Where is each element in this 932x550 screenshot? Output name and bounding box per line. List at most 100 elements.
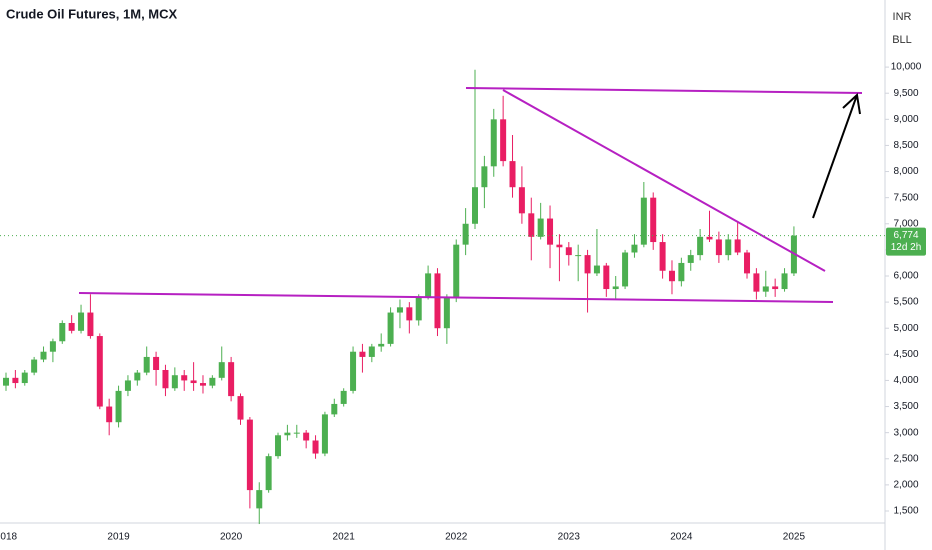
candle-body [396,307,403,313]
candle-body [96,336,103,407]
candle-body [293,432,300,434]
candle-body [772,286,779,290]
candle-body [387,312,394,344]
candle-body [650,197,657,243]
candle-body [509,161,516,188]
candle-body [631,244,638,253]
candle-body [603,265,610,290]
candle-body [443,296,450,329]
candle-body [556,244,563,248]
candle-body [59,322,66,342]
candle-body [350,351,357,391]
candle-body [265,456,272,491]
candle-body [537,218,544,237]
y-tick-label: 6,000 [893,271,918,282]
candle-body [481,166,488,188]
candle-body [359,351,366,357]
y-tick-label: 7,000 [893,218,918,229]
candle-body [190,380,197,384]
candle-body [218,362,225,378]
candle-body [87,312,94,337]
candle-body [31,359,38,373]
candle-body [237,396,244,420]
candle-body [406,307,413,321]
candle-body [425,273,432,297]
candle-body [49,341,56,352]
candle-body [593,265,600,274]
candle-body [612,286,619,290]
candle-body [584,255,591,274]
y-tick-label: 8,000 [893,166,918,177]
candle-body [331,403,338,415]
candle-body [715,239,722,256]
candle-body [68,322,75,331]
candle-body [453,244,460,297]
candle-body [275,435,282,457]
candle-body [462,223,469,245]
y-tick-label: 3,000 [893,427,918,438]
resistance-line [465,87,863,94]
currency-button[interactable]: INR [893,11,912,23]
candle-body [321,414,328,454]
candle-body [115,390,122,423]
candle-body [256,490,263,509]
candle-body [744,252,751,274]
candle-body [725,239,732,256]
arrow-shaft [812,94,858,219]
y-tick-label: 4,500 [893,349,918,360]
last-price-label: 6,774 [893,230,918,241]
trend-drawings [78,87,863,303]
candle-body [415,296,422,321]
candle-body [490,119,497,167]
candle-body [21,372,28,384]
candle-body [678,262,685,282]
candle-body [368,346,375,357]
y-tick-label: 2,500 [893,453,918,464]
target-arrow [812,92,861,219]
x-tick-label: 2018 [0,532,18,543]
candle-body [659,242,666,271]
candle-body [378,343,385,347]
candle-body [697,236,704,256]
candle-body [734,239,741,253]
x-tick-label: 2021 [333,532,356,543]
x-tick-label: 2020 [220,532,243,543]
y-tick-label: 9,500 [893,88,918,99]
candle-body [124,380,131,391]
candle-body [209,377,216,386]
candle-body [668,270,675,282]
candle-body [622,252,629,287]
candle-body [753,273,760,292]
candle-body [228,362,235,397]
y-tick-label: 8,500 [893,140,918,151]
candle-body [706,236,713,240]
candle-body [565,247,572,256]
candle-body [143,356,150,373]
candle-body [134,372,141,381]
candle-body [434,273,441,329]
y-tick-label: 9,000 [893,114,918,125]
candle-body [40,351,47,360]
candle-body [12,377,19,384]
chart-title: Crude Oil Futures, 1M, MCX [6,6,178,21]
y-tick-label: 10,000 [891,62,922,73]
unit-button[interactable]: BLL [892,34,912,46]
countdown-label: 12d 2h [891,242,922,253]
candle-body [312,440,319,454]
candle-body [199,383,206,386]
candle-body [246,419,253,491]
descending-trend-line [502,89,826,272]
y-tick-label: 3,500 [893,401,918,412]
y-tick-label: 5,000 [893,323,918,334]
candle-body [340,390,347,404]
candle-body [472,187,478,224]
candle-body [284,432,291,436]
candle-body [303,432,310,441]
candle-body [500,119,507,162]
y-tick-label: 1,500 [893,506,918,517]
candle-body [153,356,160,370]
candle-body [106,406,113,423]
candle-body [518,187,525,214]
